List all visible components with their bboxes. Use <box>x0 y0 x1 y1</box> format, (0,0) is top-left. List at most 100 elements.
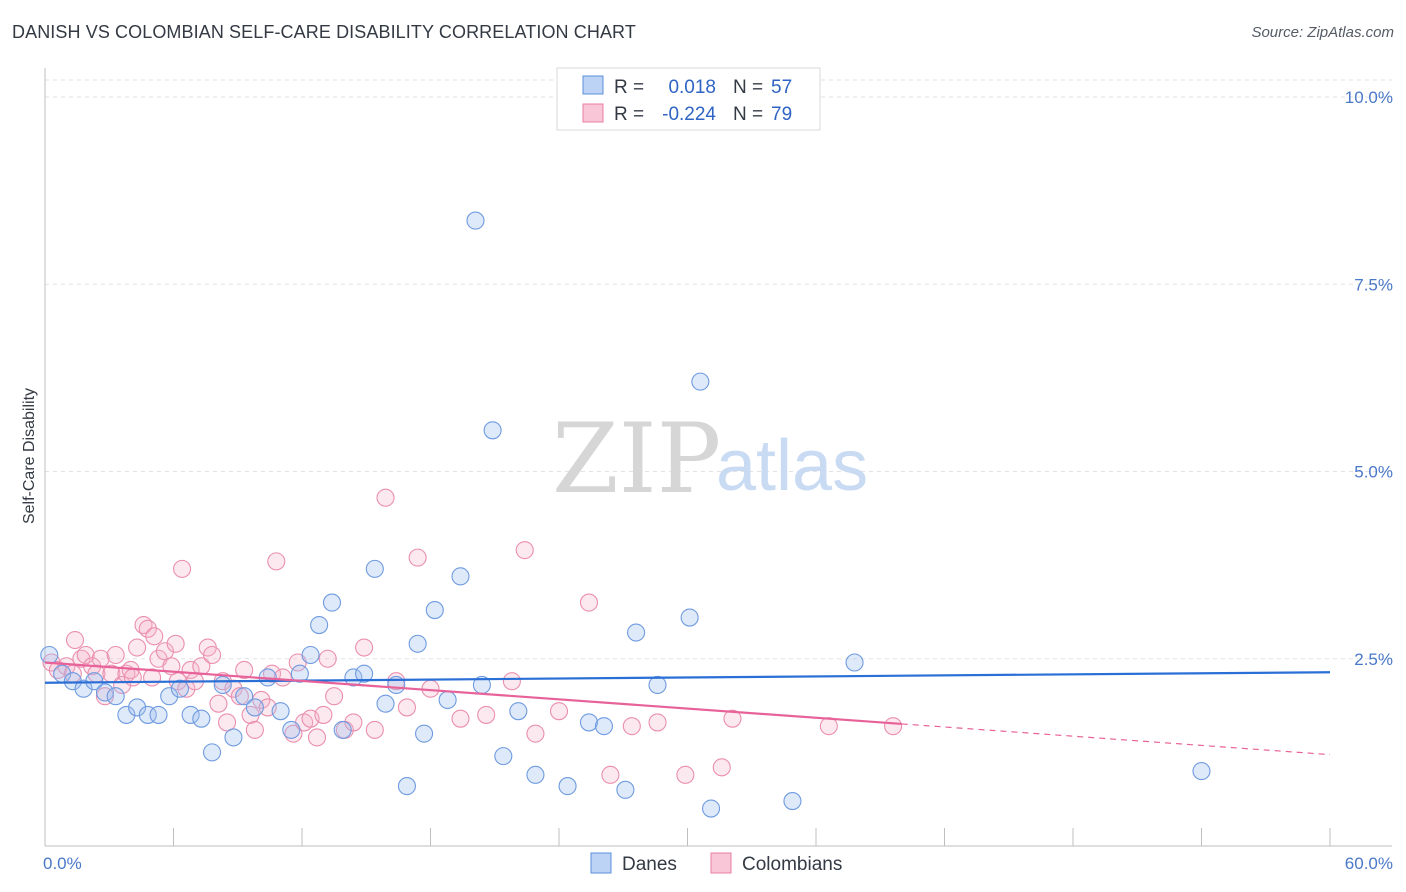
danes-point <box>106 687 125 706</box>
legend-r-label-danes: R = <box>614 77 644 98</box>
colombians-point <box>65 630 85 650</box>
colombians-point <box>145 627 164 646</box>
colombians-point <box>387 672 406 691</box>
colombians-point <box>408 548 427 567</box>
danes-point <box>224 728 243 747</box>
colombians-trend-line <box>44 661 902 726</box>
correlation-legend: R = 0.018 N = 57 R = -0.224 N = 79 <box>556 67 821 131</box>
axes <box>44 68 1392 847</box>
colombians-point <box>318 649 337 668</box>
danes-point <box>282 720 301 739</box>
danes-point <box>702 799 721 818</box>
legend-r-value-danes: 0.018 <box>668 77 716 98</box>
danes-point <box>526 765 545 784</box>
source-label: Source: ZipAtlas.com <box>1251 24 1394 41</box>
grid-lines <box>45 79 1392 660</box>
danes-point <box>355 664 374 683</box>
legend-n-value-colombians: 79 <box>771 104 792 125</box>
colombians-point <box>267 552 286 571</box>
danes-point <box>509 702 528 721</box>
danes-point <box>680 608 699 627</box>
legend-swatch-danes <box>582 75 604 95</box>
danes-point <box>365 559 384 578</box>
colombians-point <box>173 559 192 578</box>
colombians-point <box>515 541 534 560</box>
danes-point <box>128 698 147 717</box>
colombians-point <box>325 687 344 706</box>
colombians-point <box>235 660 254 680</box>
danes-point <box>648 675 667 695</box>
danes-point <box>408 634 427 653</box>
colombians-points <box>42 488 903 784</box>
colombians-point <box>712 758 731 777</box>
watermark: ZIP atlas <box>552 403 868 515</box>
y-tick-label: 5.0% <box>1354 463 1393 482</box>
colombians-point <box>622 717 641 736</box>
danes-point <box>192 709 211 728</box>
colombians-point <box>397 698 416 717</box>
danes-point <box>397 777 416 796</box>
legend-n-label-danes: N = <box>733 77 763 98</box>
legend-r-label-colombians: R = <box>614 104 644 125</box>
colombians-point <box>95 687 115 706</box>
x-tick-label-max: 60.0% <box>1345 854 1393 873</box>
danes-point <box>494 747 513 766</box>
colombians-point <box>106 645 125 665</box>
danes-point <box>95 683 115 702</box>
bottom-legend-swatch-danes <box>590 852 612 874</box>
colombians-point <box>230 687 249 706</box>
watermark-zip: ZIP <box>552 403 721 515</box>
danes-point <box>616 780 635 799</box>
legend-r-value-colombians: -0.224 <box>662 104 716 125</box>
colombians-point <box>128 638 147 657</box>
colombians-point <box>307 728 327 747</box>
danes-point <box>117 705 136 724</box>
danes-point <box>138 705 157 724</box>
colombians-point <box>138 619 157 638</box>
danes-point <box>425 601 444 620</box>
y-tick-label: 7.5% <box>1354 275 1393 294</box>
danes-point <box>1192 762 1211 781</box>
y-tick-label: 2.5% <box>1354 650 1393 669</box>
danes-point <box>271 702 290 721</box>
danes-point <box>783 792 802 811</box>
danes-point <box>579 713 599 732</box>
colombians-point <box>344 713 363 732</box>
series-legend: Danes Colombians <box>590 852 842 875</box>
y-tick-label: 10.0% <box>1345 88 1393 107</box>
colombians-point <box>217 713 237 732</box>
colombians-point <box>76 645 95 665</box>
colombians-point <box>203 645 222 665</box>
colombians-point <box>365 720 384 739</box>
legend-n-label-colombians: N = <box>733 104 763 125</box>
y-tick-labels: 2.5% 5.0% 7.5% 10.0% <box>1345 88 1393 669</box>
danes-point <box>149 705 168 724</box>
danes-point <box>160 687 179 706</box>
bottom-legend-label-colombians: Colombians <box>742 854 842 875</box>
bottom-legend-swatch-colombians <box>710 852 732 874</box>
colombians-point <box>155 642 174 661</box>
danes-point <box>310 615 329 635</box>
colombians-point <box>526 724 545 743</box>
colombians-point <box>884 717 903 736</box>
danes-point <box>170 679 189 698</box>
danes-point <box>415 724 434 743</box>
danes-point <box>438 690 457 709</box>
colombians-point <box>252 690 271 709</box>
danes-point <box>466 211 485 230</box>
danes-point <box>344 668 363 687</box>
danes-point <box>235 687 254 706</box>
trend-lines <box>44 661 1331 756</box>
colombians-point <box>113 675 132 695</box>
colombians-point <box>91 649 110 668</box>
danes-point <box>203 743 222 762</box>
danes-point <box>627 623 646 642</box>
colombians-point <box>376 488 395 507</box>
danes-point <box>333 720 352 739</box>
danes-point <box>376 694 395 713</box>
y-axis-title: Self-Care Disability <box>21 388 38 524</box>
legend-n-value-danes: 57 <box>771 77 792 98</box>
danes-point <box>322 593 342 612</box>
danes-point <box>558 777 577 796</box>
colombians-point <box>549 702 569 721</box>
